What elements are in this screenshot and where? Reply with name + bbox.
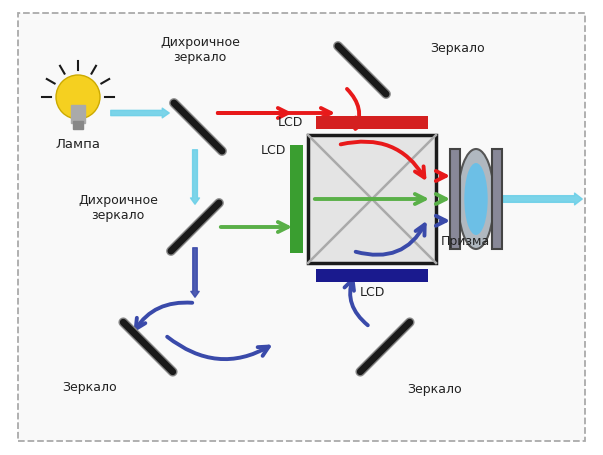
Bar [290, 146, 303, 253]
FancyBboxPatch shape [18, 14, 585, 441]
Bar [73, 122, 83, 130]
Text: Дихроичное
зеркало: Дихроичное зеркало [160, 36, 240, 64]
Ellipse shape [458, 150, 494, 249]
Bar [492, 150, 502, 249]
Ellipse shape [464, 164, 488, 236]
Bar [71, 106, 85, 124]
Text: LCD: LCD [359, 285, 385, 298]
Text: Призма: Призма [441, 235, 490, 248]
Text: Зеркало: Зеркало [430, 41, 485, 55]
Circle shape [56, 76, 100, 120]
Text: Зеркало: Зеркало [408, 382, 463, 395]
Text: Дихроичное
зеркало: Дихроичное зеркало [78, 193, 158, 222]
Bar [308, 136, 436, 263]
Text: Лампа: Лампа [55, 138, 101, 151]
Bar [316, 117, 428, 130]
Bar [450, 150, 460, 249]
Text: LCD: LCD [260, 144, 286, 157]
Bar [316, 269, 428, 283]
Text: LCD: LCD [277, 116, 303, 129]
Text: Зеркало: Зеркало [63, 380, 118, 393]
